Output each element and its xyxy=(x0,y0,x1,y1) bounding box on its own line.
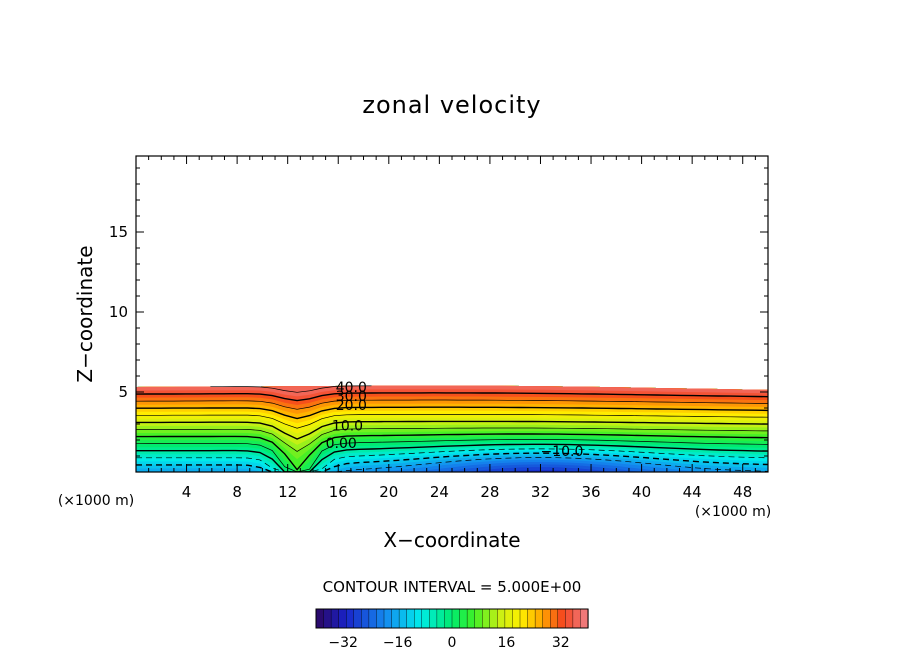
x-tick-label: 32 xyxy=(531,483,550,501)
colorbar-segment xyxy=(436,608,446,629)
y-axis-label: Z−coordinate xyxy=(73,245,97,382)
contour-line xyxy=(136,452,768,472)
colorbar-segment xyxy=(383,608,393,629)
contour-band xyxy=(136,385,768,397)
colorbar-segment xyxy=(512,608,521,629)
x-unit-left: (×1000 m) xyxy=(58,493,134,509)
contour-line xyxy=(136,448,768,472)
colorbar-segment xyxy=(565,608,574,629)
colorbar-segment xyxy=(482,608,491,629)
colorbar-segment xyxy=(391,608,400,629)
x-tick-label: 40 xyxy=(632,483,651,501)
colorbar-tick-label: 0 xyxy=(448,635,457,651)
colorbar-segment xyxy=(451,608,461,629)
colorbar-segment xyxy=(466,608,476,629)
x-tick-label: 12 xyxy=(278,483,297,501)
x-unit-right: (×1000 m) xyxy=(695,504,771,520)
colorbar-tick-label: 16 xyxy=(497,635,515,651)
chart-title: zonal velocity xyxy=(362,91,541,119)
contour-lines xyxy=(136,385,768,472)
colorbar-segment xyxy=(353,608,362,629)
colorbar-segment xyxy=(421,608,430,629)
x-tick-label: 36 xyxy=(581,483,600,501)
colorbar-segment xyxy=(368,608,378,629)
x-axis-ticks: 4 8 12 16 20 24 28 32 36 40 44 48 xyxy=(135,156,769,501)
colorbar-segment xyxy=(444,608,453,629)
x-tick-label: 44 xyxy=(683,483,702,501)
colorbar-segment xyxy=(398,608,408,629)
x-tick-label: 4 xyxy=(182,483,192,501)
colorbar-segment xyxy=(572,608,582,629)
colorbar-tick-label: −16 xyxy=(383,635,413,651)
colorbar-segment xyxy=(330,608,340,629)
y-tick-label: 5 xyxy=(118,383,128,401)
x-tick-label: 48 xyxy=(733,483,752,501)
contour-line xyxy=(210,385,372,393)
x-tick-label: 8 xyxy=(232,483,242,501)
colorbar-segment xyxy=(497,608,506,629)
contour-label: 20.0 xyxy=(336,398,367,414)
x-axis-label: X−coordinate xyxy=(383,528,520,552)
colorbar-segment xyxy=(346,608,355,629)
contour-label: −10.0 xyxy=(540,444,583,460)
x-tick-label: 28 xyxy=(480,483,499,501)
x-tick-label: 24 xyxy=(430,483,449,501)
contour-label: 0.00 xyxy=(326,436,357,452)
colorbar-tick-labels: −32 −16 0 16 32 xyxy=(328,635,569,651)
colorbar-segment xyxy=(580,608,589,629)
contour-line xyxy=(136,433,768,471)
colorbar-segment xyxy=(550,608,559,629)
colorbar-segment xyxy=(376,608,385,629)
colorbar-tick-label: 32 xyxy=(552,635,570,651)
colorbar-segment xyxy=(474,608,483,629)
contour-line xyxy=(136,439,768,472)
colorbar-segment xyxy=(429,608,438,629)
filled-contour-bands xyxy=(136,385,768,472)
contour-label: 30.0 xyxy=(336,389,367,405)
colorbar-frame xyxy=(315,608,589,629)
colorbar-segment xyxy=(323,608,332,629)
contour-label: 40.0 xyxy=(336,380,367,396)
colorbar-segment xyxy=(406,608,415,629)
colorbar-segment xyxy=(315,608,325,629)
colorbar-segment xyxy=(489,608,498,629)
colorbar-segment xyxy=(527,608,536,629)
colorbar-segment xyxy=(534,608,544,629)
contour-line xyxy=(136,406,768,420)
y-tick-label: 10 xyxy=(109,303,128,321)
colorbar-segment xyxy=(361,608,370,629)
contour-line xyxy=(136,427,768,452)
colorbar-segment xyxy=(414,608,423,629)
contour-line xyxy=(136,414,768,429)
contour-line xyxy=(136,443,768,472)
contour-line xyxy=(136,392,768,402)
contour-labels: 40.030.020.0 10.00.00 −10.0 xyxy=(326,380,584,460)
colorbar-segment xyxy=(459,608,468,629)
x-tick-label: 16 xyxy=(329,483,348,501)
contour-line xyxy=(136,399,768,410)
colorbar xyxy=(315,608,589,629)
y-tick-label: 15 xyxy=(109,223,128,241)
colorbar-segment xyxy=(542,608,551,629)
colorbar-segment xyxy=(338,608,347,629)
colorbar-tick-label: −32 xyxy=(328,635,358,651)
colorbar-segment xyxy=(519,608,529,629)
colorbar-segment xyxy=(557,608,566,629)
contour-line xyxy=(136,420,768,440)
colorbar-segment xyxy=(504,608,514,629)
contour-interval-label: CONTOUR INTERVAL = 5.000E+00 xyxy=(323,578,582,596)
contour-label: 10.0 xyxy=(332,419,363,435)
y-axis-ticks: 5 10 15 xyxy=(109,167,768,473)
x-tick-label: 20 xyxy=(379,483,398,501)
